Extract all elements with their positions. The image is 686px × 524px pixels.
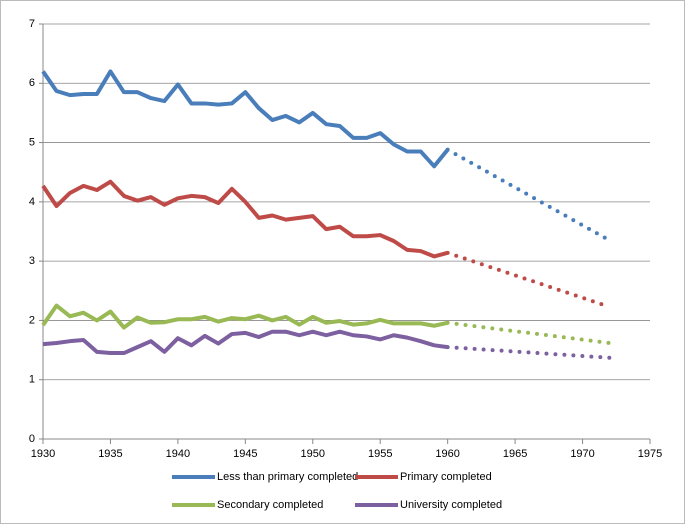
x-tick-label: 1975 bbox=[638, 448, 662, 460]
series-line bbox=[41, 69, 450, 169]
y-tick-label: 4 bbox=[29, 196, 35, 208]
x-tick-label: 1955 bbox=[368, 448, 392, 460]
projection-line bbox=[445, 250, 612, 309]
legend-label: Primary completed bbox=[400, 471, 492, 483]
y-tick-label: 3 bbox=[29, 255, 35, 267]
legend-label: University completed bbox=[400, 499, 502, 511]
x-tick-label: 1940 bbox=[166, 448, 190, 460]
y-tick-label: 1 bbox=[29, 374, 35, 386]
series-line bbox=[41, 303, 449, 330]
y-tick-label: 7 bbox=[29, 18, 35, 30]
y-tick-label: 2 bbox=[29, 314, 35, 326]
series-line bbox=[41, 179, 449, 259]
projection-line bbox=[445, 147, 612, 243]
x-tick-label: 1965 bbox=[503, 448, 527, 460]
y-tick-label: 6 bbox=[29, 77, 35, 89]
legend-label: Secondary completed bbox=[217, 499, 323, 511]
x-tick-label: 1935 bbox=[98, 448, 122, 460]
x-tick-label: 1970 bbox=[570, 448, 594, 460]
projection-line bbox=[445, 320, 612, 345]
y-tick-label: 5 bbox=[29, 136, 35, 148]
x-tick-label: 1930 bbox=[31, 448, 55, 460]
legend-label: Less than primary completed bbox=[217, 471, 358, 483]
y-tick-label: 0 bbox=[29, 433, 35, 445]
x-tick-label: 1950 bbox=[301, 448, 325, 460]
x-tick-label: 1945 bbox=[233, 448, 257, 460]
x-tick-label: 1960 bbox=[435, 448, 459, 460]
series-line bbox=[42, 329, 448, 356]
projection-line bbox=[445, 345, 612, 360]
